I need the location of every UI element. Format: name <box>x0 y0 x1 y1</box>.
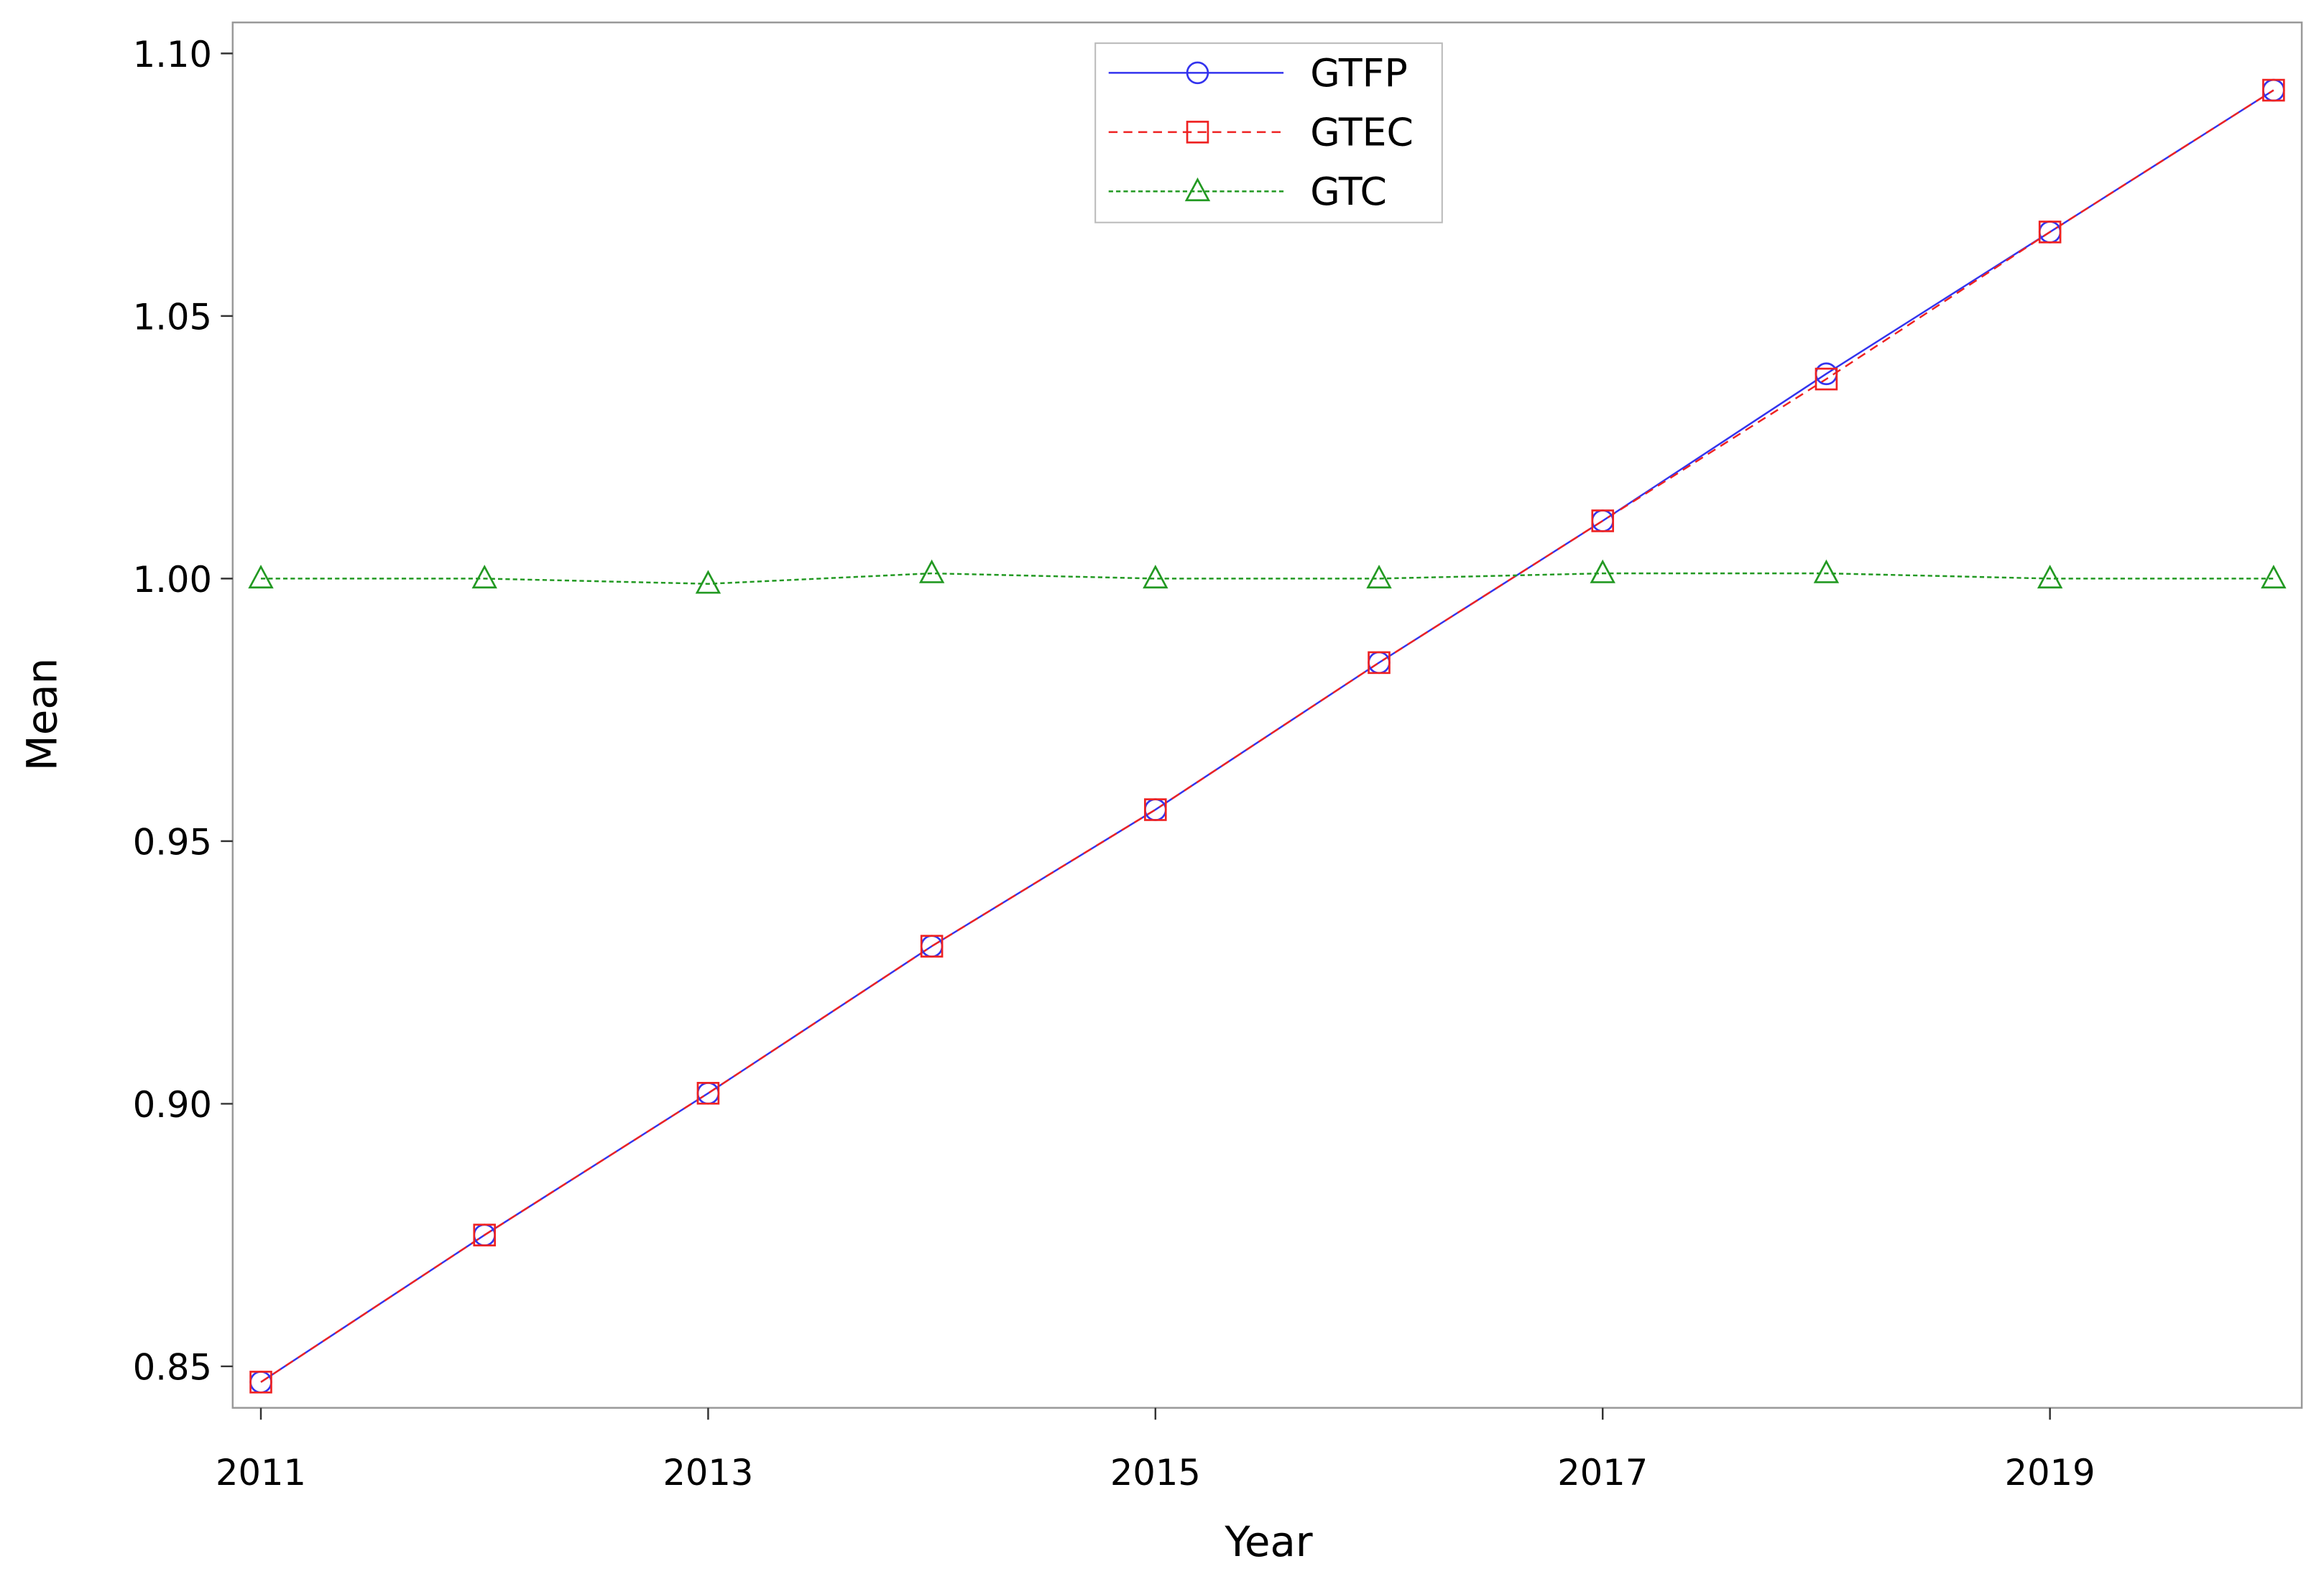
legend-label: GTC <box>1310 169 1387 214</box>
y-tick-label: 0.95 <box>133 821 212 863</box>
marker-triangle <box>2261 565 2287 589</box>
y-axis-title: Mean <box>17 658 66 771</box>
marker-triangle <box>471 565 497 589</box>
marker-triangle <box>248 565 274 589</box>
marker-square <box>1815 367 1838 391</box>
legend-label: GTEC <box>1310 109 1414 154</box>
marker-circle <box>1186 61 1209 85</box>
marker-square <box>1591 509 1615 532</box>
x-tick-label: 2015 <box>1110 1452 1201 1494</box>
x-axis-title: Year <box>1224 1517 1313 1566</box>
x-tick-label: 2019 <box>2005 1452 2095 1494</box>
x-tick-label: 2011 <box>216 1452 306 1494</box>
y-tick-label: 1.05 <box>133 296 212 338</box>
marker-square <box>2038 221 2062 244</box>
marker-square <box>249 1371 272 1394</box>
marker-triangle <box>1366 565 1392 589</box>
marker-square <box>696 1082 720 1105</box>
marker-square <box>1144 798 1167 821</box>
marker-square <box>1186 121 1209 144</box>
series-line <box>261 572 2274 585</box>
marker-triangle <box>2037 565 2063 589</box>
marker-triangle <box>918 559 945 583</box>
x-tick-label: 2013 <box>663 1452 753 1494</box>
marker-triangle <box>695 570 721 594</box>
marker-triangle <box>1590 559 1615 583</box>
y-tick-label: 0.85 <box>133 1346 212 1388</box>
plot-frame <box>231 22 2303 1409</box>
marker-triangle <box>1184 177 1211 202</box>
y-tick-label: 1.10 <box>133 34 212 75</box>
marker-square <box>1368 651 1391 675</box>
marker-triangle <box>1813 559 1840 583</box>
x-tick-label: 2017 <box>1557 1452 1648 1494</box>
series-line <box>260 89 2274 1383</box>
y-tick-label: 0.90 <box>133 1084 212 1126</box>
y-tick-label: 1.00 <box>133 559 212 601</box>
legend-label: GTFP <box>1310 50 1408 96</box>
marker-square <box>2262 78 2285 102</box>
marker-square <box>473 1223 497 1246</box>
series-line <box>260 89 2274 1383</box>
marker-square <box>920 935 944 958</box>
marker-triangle <box>1143 565 1168 589</box>
